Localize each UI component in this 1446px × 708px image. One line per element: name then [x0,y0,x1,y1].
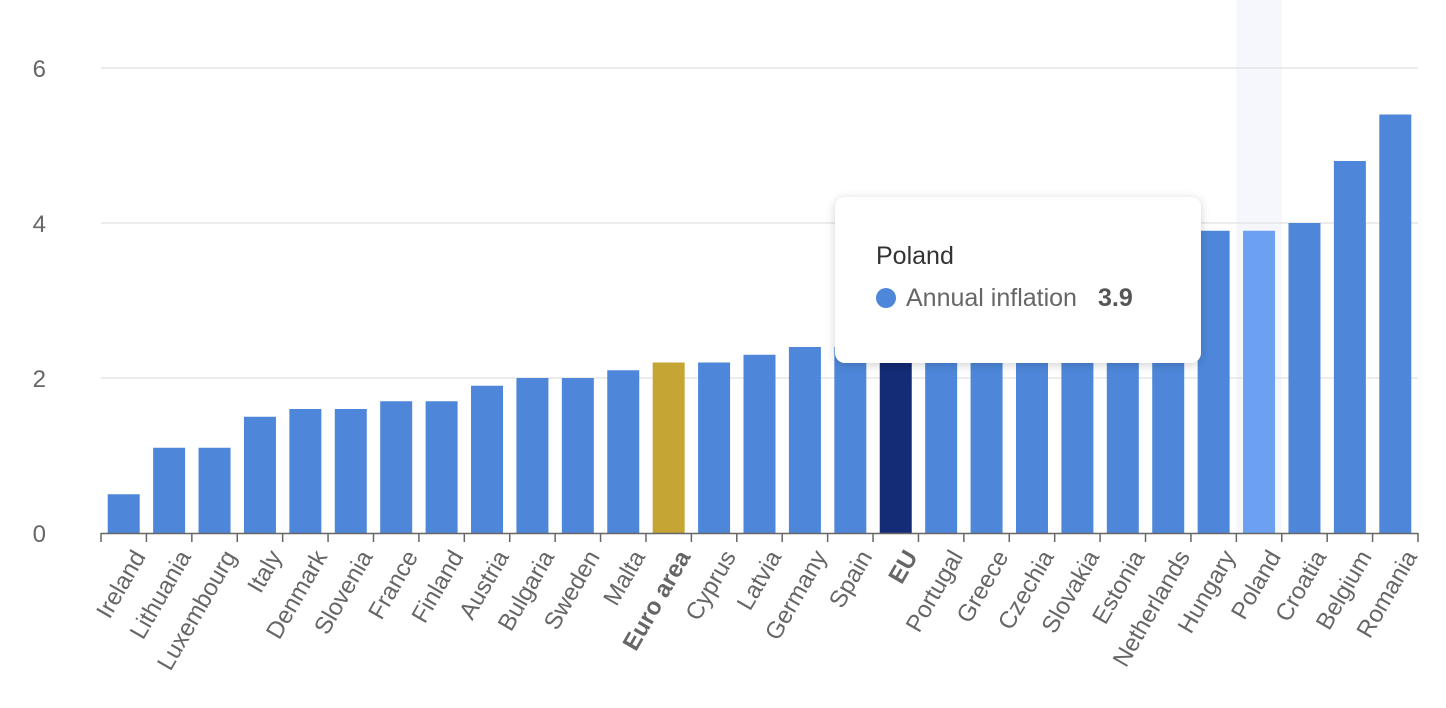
bar-romania[interactable] [1379,114,1412,534]
y-tick-label: 4 [33,211,46,238]
y-tick-label: 0 [33,521,46,548]
bar-cyprus[interactable] [698,362,731,534]
tooltip: Poland Annual inflation 3.9 [835,197,1201,363]
bar-austria[interactable] [471,385,504,533]
bar-belgium[interactable] [1333,161,1366,533]
tooltip-series-name: Annual inflation [906,284,1077,312]
bar-france[interactable] [380,401,413,533]
bar-euro-area[interactable] [652,362,685,534]
bar-slovenia[interactable] [334,409,367,533]
bar-lithuania[interactable] [153,447,186,533]
bar-bulgaria[interactable] [516,378,549,533]
bar-malta[interactable] [607,370,640,533]
x-tick-label: EU [883,546,923,588]
bar-ireland[interactable] [107,494,140,533]
bar-finland[interactable] [425,401,458,533]
bar-croatia[interactable] [1288,223,1321,533]
y-axis-labels: 0 2 4 6 [33,56,46,548]
bar-denmark[interactable] [289,409,322,533]
bar-hungary[interactable] [1197,230,1230,533]
bar-spain[interactable] [834,347,867,533]
y-tick-label: 6 [33,56,46,83]
bar-latvia[interactable] [743,354,776,533]
x-axis [100,532,1419,542]
x-tick-label: Spain [824,546,878,613]
tooltip-row: Annual inflation 3.9 [876,283,1201,313]
bar-germany[interactable] [788,347,821,533]
bar-luxembourg[interactable] [198,447,231,533]
bar-poland[interactable] [1243,230,1276,533]
tooltip-title: Poland [876,242,954,270]
bars [107,114,1412,534]
bar-portugal[interactable] [925,331,958,534]
tooltip-value: 3.9 [1097,284,1133,312]
y-tick-label: 2 [33,366,46,393]
bar-italy[interactable] [243,416,276,533]
x-tick-label: Italy [242,546,287,598]
bar-eu[interactable] [879,339,912,533]
bar-sweden[interactable] [561,378,594,533]
series-dot-icon [876,288,896,308]
